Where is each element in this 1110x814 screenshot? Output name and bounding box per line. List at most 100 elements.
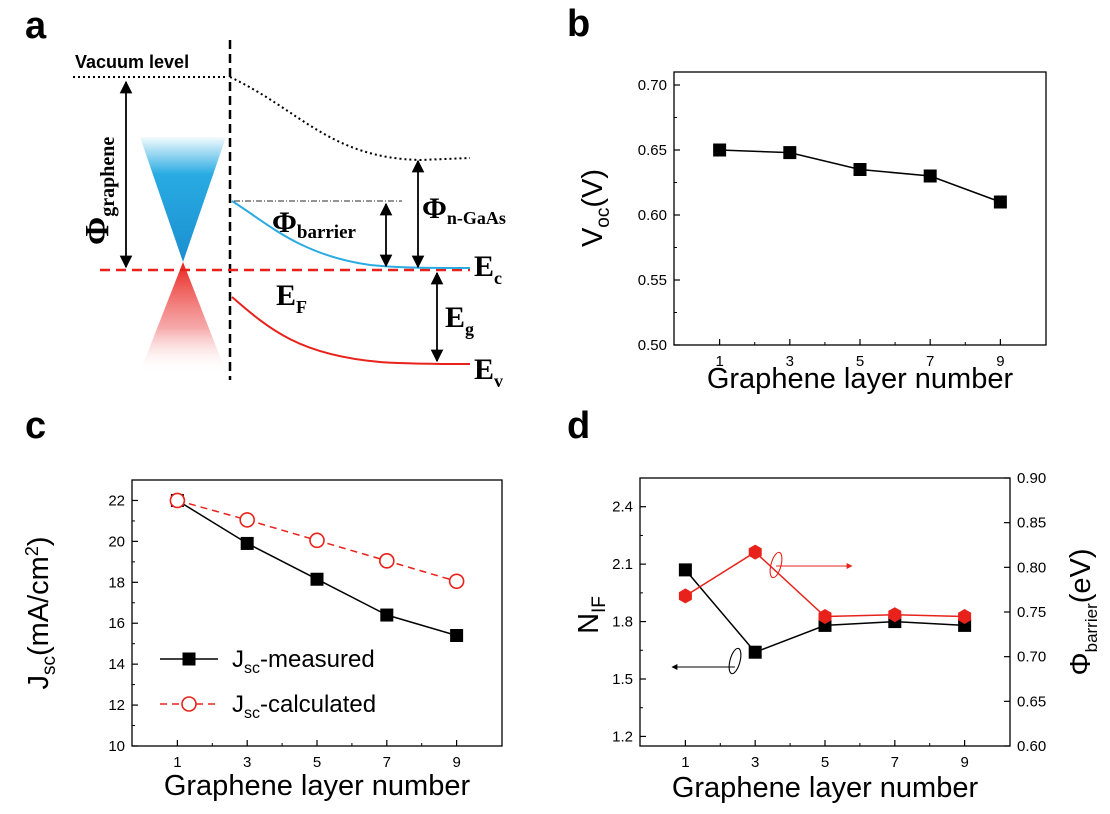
ef-label: EF <box>276 279 307 317</box>
band-diagram: Vacuum level Φgraphene Φbarrier Φn-GaAs <box>73 40 506 391</box>
vacuum-level-label: Vacuum level <box>75 52 189 72</box>
ec-label: Ec <box>474 250 502 288</box>
x-tick-label: 1 <box>681 754 689 771</box>
panel-letter-d: d <box>567 405 590 447</box>
y-tick-label: 10 <box>108 738 125 755</box>
y-axis-title: Voc(V) <box>577 169 614 247</box>
x-tick-label: 5 <box>313 754 321 771</box>
voc-series-point <box>783 146 797 160</box>
barrier-series-point <box>818 609 832 624</box>
voc-series-point <box>853 163 867 176</box>
legend-marker <box>181 696 197 712</box>
jsc-measured-series-point <box>310 572 324 586</box>
y-tick-label: 1.8 <box>612 614 633 631</box>
x-tick-label: 3 <box>751 754 759 771</box>
jsc-measured-series-point <box>380 608 394 622</box>
graphene-valence-cone <box>140 262 226 372</box>
plot-frame <box>673 71 1047 346</box>
y-tick-label: 22 <box>108 492 125 509</box>
y-tick-label: 0.50 <box>638 337 667 354</box>
barrier-series-line <box>685 551 965 618</box>
x-axis-title: Graphene layer number <box>672 772 979 804</box>
right-y-tick-label: 0.70 <box>1017 649 1046 666</box>
x-axis-title: Graphene layer number <box>707 363 1014 395</box>
y-tick-label: 2.4 <box>612 499 633 516</box>
y-tick-label: 0.65 <box>638 142 667 159</box>
x-tick-label: 9 <box>996 353 1004 370</box>
voc-series-point <box>993 195 1007 209</box>
y-tick-label: 12 <box>108 697 125 714</box>
phi-barrier-label: Φbarrier <box>272 206 357 243</box>
chart-b-voc: 1 3 5 7 9 0.50 0.55 0.60 0.65 0.70 Graphene layer … <box>577 71 1047 395</box>
barrier-series-point <box>958 609 972 624</box>
panel-letter-a: a <box>25 5 47 47</box>
conduction-band <box>231 200 471 269</box>
x-tick-label: 1 <box>173 754 181 771</box>
barrier-series-point <box>678 588 692 604</box>
panel-letter-c: c <box>25 405 46 447</box>
nif-series-point <box>748 645 762 659</box>
ev-label: Ev <box>474 353 503 391</box>
chart-d-nif-barrier: 1 3 5 7 9 1.2 1.5 1.8 2.1 2.4 0.60 0.65 0.70 0.75 0.80… <box>573 470 1101 804</box>
nif-series-point <box>958 618 972 632</box>
x-tick-label: 5 <box>821 754 829 771</box>
voc-series-point <box>713 143 727 157</box>
left-axis-indicator-ellipse <box>728 647 742 675</box>
right-y-tick-label: 0.90 <box>1017 470 1046 487</box>
graphene-conduction-cone <box>140 137 226 262</box>
legend-label: Jsc-calculated <box>232 691 376 722</box>
valence-band <box>231 296 471 365</box>
jsc-measured-series-point <box>240 536 254 550</box>
y-tick-label: 0.70 <box>638 77 667 94</box>
x-tick-label: 9 <box>452 754 460 771</box>
jsc-calculated-series-point <box>448 573 465 590</box>
y-tick-label: 2.1 <box>612 556 633 573</box>
legend-marker <box>182 652 196 666</box>
y-tick-label: 16 <box>108 615 125 632</box>
right-y-axis-title: Φbarrier(eV) <box>1065 548 1101 675</box>
nif-series-point <box>678 563 692 577</box>
jsc-calculated-series-point <box>169 492 186 509</box>
panel-letter-b: b <box>567 3 590 45</box>
y-axis-title: Jsc(mA/cm2) <box>22 536 60 689</box>
barrier-series-point <box>748 544 762 560</box>
y-tick-label: 18 <box>108 574 125 591</box>
y-tick-label: 14 <box>108 656 125 673</box>
x-tick-label: 7 <box>891 754 899 771</box>
left-y-axis-title: NIF <box>573 596 610 634</box>
jsc-calculated-series-point <box>379 553 395 569</box>
x-tick-label: 3 <box>786 353 794 370</box>
legend: Jsc-measured Jsc-calculated <box>160 646 376 722</box>
right-y-tick-label: 0.85 <box>1017 515 1046 532</box>
y-tick-label: 20 <box>108 533 125 550</box>
vacuum-level-bend <box>229 76 471 162</box>
y-tick-label: 0.55 <box>638 272 667 289</box>
right-y-tick-label: 0.60 <box>1017 738 1046 755</box>
x-tick-label: 3 <box>243 754 251 771</box>
voc-series-point <box>923 169 937 183</box>
x-tick-label: 7 <box>383 754 391 771</box>
right-y-tick-label: 0.65 <box>1017 693 1046 710</box>
legend-label: Jsc-measured <box>232 646 375 677</box>
jsc-calculated-series-point <box>239 512 255 528</box>
x-axis-title: Graphene layer number <box>164 770 471 802</box>
right-y-tick-label: 0.75 <box>1017 604 1046 621</box>
x-tick-label: 1 <box>715 353 723 370</box>
y-tick-label: 0.60 <box>638 207 667 224</box>
jsc-calculated-series-point <box>309 532 325 549</box>
chart-c-jsc: 1 3 5 7 9 10 12 14 16 18 20 22 Graphene layer number… <box>22 479 503 802</box>
jsc-measured-series-point <box>450 629 464 643</box>
y-tick-label: 1.5 <box>612 671 633 688</box>
phi-ngaas-label: Φn-GaAs <box>422 192 506 228</box>
jsc-measured-series-line <box>177 499 457 637</box>
nif-series-point <box>818 618 832 632</box>
barrier-series-point <box>888 607 902 623</box>
x-tick-label: 7 <box>926 353 934 370</box>
y-tick-label: 1.2 <box>612 728 633 745</box>
right-y-tick-label: 0.80 <box>1017 559 1046 576</box>
eg-label: Eg <box>445 301 474 339</box>
x-tick-label: 9 <box>960 754 968 771</box>
x-tick-label: 5 <box>856 353 864 370</box>
phi-graphene-label: Φgraphene <box>79 137 119 245</box>
